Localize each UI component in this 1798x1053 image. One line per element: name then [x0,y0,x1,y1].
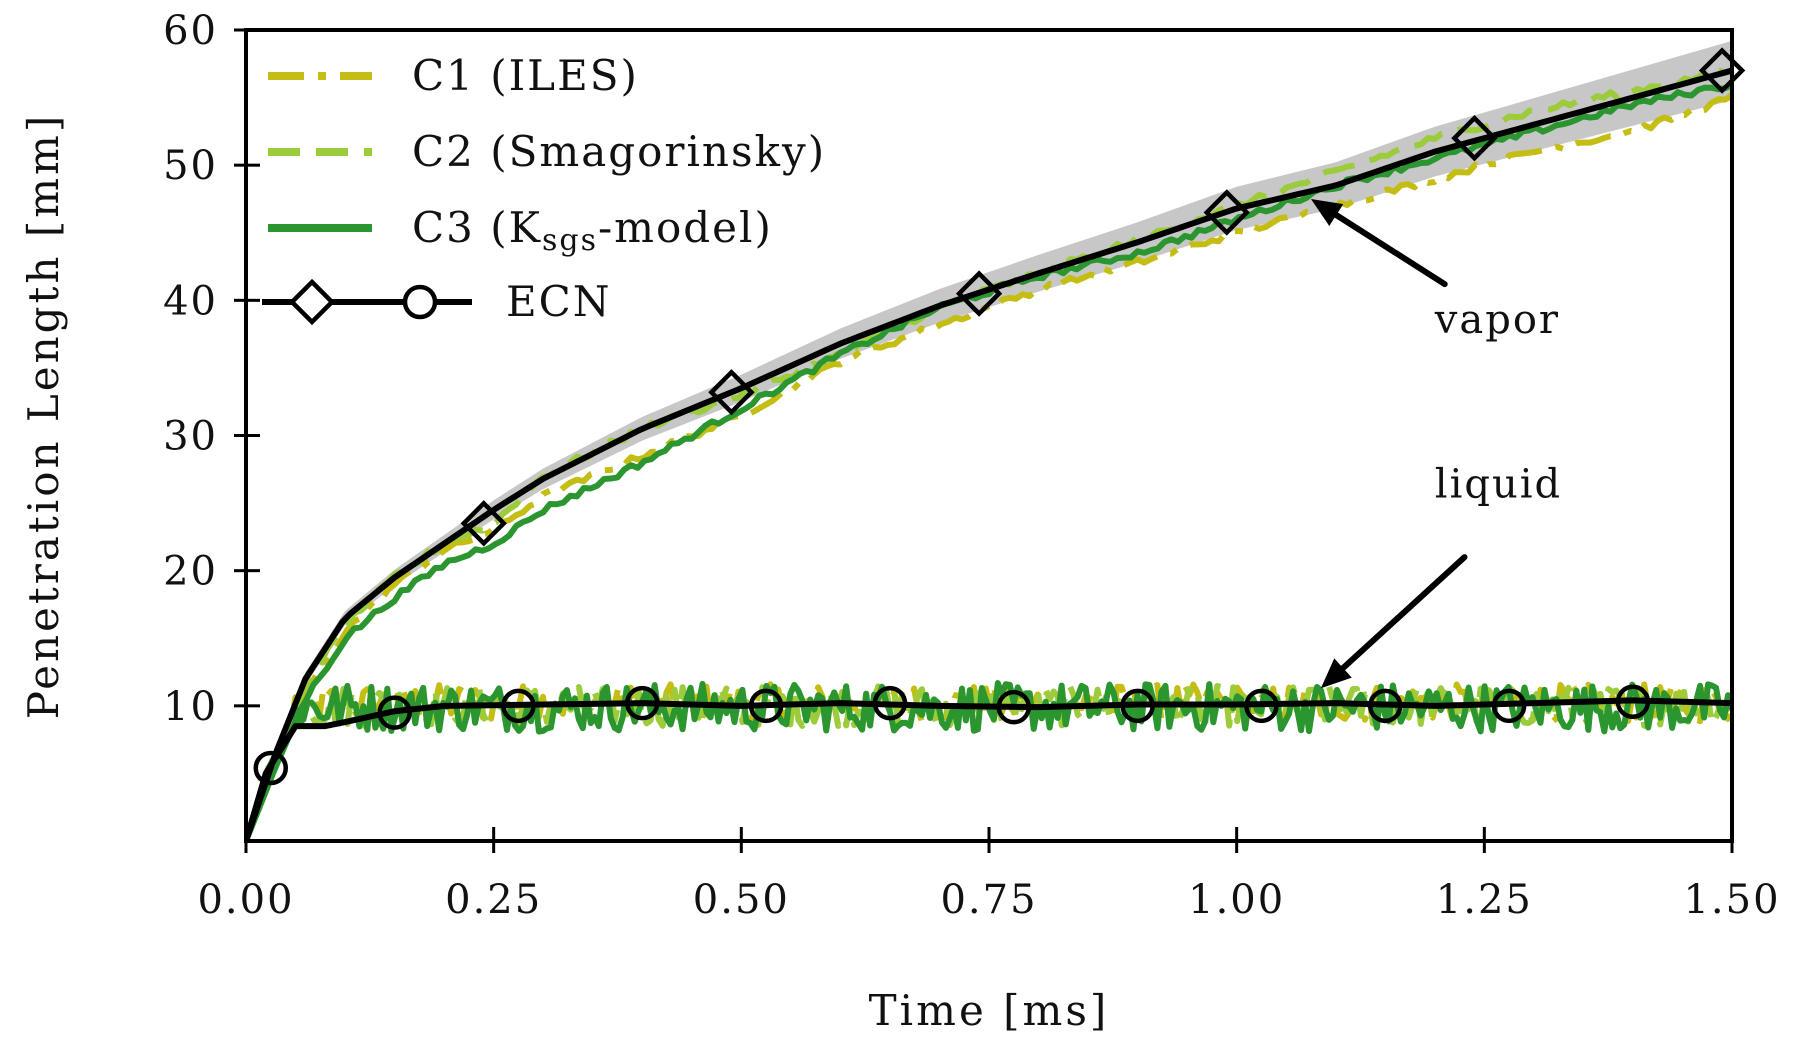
liquid-c2-line [246,682,1732,841]
x-tick-label: 1.50 [1683,877,1780,923]
legend-item-c2: C2 (Smagorinsky) [268,127,826,176]
ecn-liquid-marker [872,685,908,721]
ecn-vapor-marker [955,270,1003,317]
legend-suffix: -model) [598,203,773,252]
ecn-liquid-marker [625,685,660,721]
annotation-label: liquid [1435,462,1562,508]
x-tick-label: 1.00 [1188,877,1285,923]
axis-ticks: 0.00 0.25 0.50 0.75 1.00 1.25 1.50 10 20 30 40 50 60 [163,8,1780,923]
x-tick-label: 0.75 [940,877,1037,923]
ecn-liquid-marker [253,750,289,786]
legend-item-ecn: ECN [262,277,612,326]
annotation-arrow-shaft [1340,554,1468,672]
ecn-liquid-marker [1244,688,1279,724]
vapor-c2-line [246,67,1732,841]
legend-diamond-marker [288,278,336,326]
y-tick-label: 60 [163,8,218,54]
ecn-liquid-marker [501,688,536,724]
annotation-arrow-shaft [1333,212,1448,288]
y-tick-label: 20 [163,549,218,595]
ecn-liquid-marker [748,688,784,724]
ecn-liquid-marker [1615,684,1651,720]
ecn-liquid-marker [1368,688,1403,724]
y-tick-label: 40 [163,278,218,324]
annotation-label: vapor [1434,297,1560,343]
y-axis-label: Penetration Length [mm] [19,113,68,720]
ecn-vapor-marker [1203,189,1250,236]
x-tick-label: 1.25 [1436,877,1533,923]
legend-label-c3: C3 (Ksgs-model) [412,203,773,258]
annotation-vapor: vapor [1310,198,1560,343]
ecn-liquid-marker [377,695,412,730]
legend-subscript: sgs [542,223,598,258]
ecn-vapor-marker [1451,114,1498,162]
marker-layer [253,47,1746,786]
ecn-vapor-marker [708,369,755,416]
y-tick-label: 30 [163,414,218,460]
x-tick-label: 0.25 [445,877,542,923]
ecn-liquid-marker [996,689,1032,725]
annotation-arrow-head [1310,198,1344,227]
ecn-vapor-uncertainty-band [246,40,1732,841]
y-tick-label: 50 [163,143,218,189]
legend-label-c2: C2 (Smagorinsky) [412,127,826,176]
y-tick-label: 10 [163,684,218,730]
legend-item-c1: C1 (ILES) [268,51,639,100]
vapor-ecn-line [246,67,1732,841]
legend: C1 (ILES) C2 (Smagorinsky) C3 (Ksgs-model)… [262,51,826,326]
vapor-c3-line [246,82,1732,841]
annotations: vapor liquid [1310,198,1562,689]
ecn-vapor-marker [1698,47,1746,94]
x-axis-label: Time [ms] [869,986,1110,1035]
annotation-arrow-head [1320,658,1352,689]
legend-label-c1: C1 (ILES) [412,51,639,100]
x-tick-label: 0.50 [693,877,790,923]
legend-circle-marker [402,284,438,320]
x-tick-label: 0.00 [197,877,294,923]
ecn-liquid-marker [1120,688,1155,724]
annotation-liquid: liquid [1320,462,1562,689]
liquid-ecn-line [246,697,1732,841]
ecn-liquid-marker [1491,688,1527,724]
ecn-vapor-marker [460,500,507,547]
legend-label-ecn: ECN [506,277,612,326]
legend-item-c3: C3 (Ksgs-model) [268,203,773,258]
